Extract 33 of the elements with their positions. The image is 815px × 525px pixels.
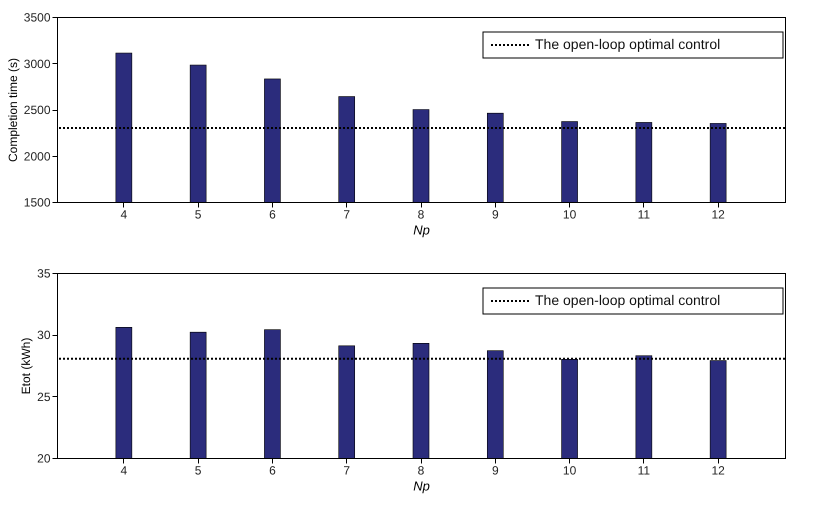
- x-tick-label: 4: [120, 464, 128, 478]
- x-tick-label: 11: [638, 208, 650, 222]
- x-tick-label: 12: [711, 208, 726, 222]
- x-tick-label: 6: [269, 464, 276, 478]
- x-tick-label: 5: [194, 208, 202, 222]
- x-tick-label: 4: [120, 208, 128, 222]
- x-tick-label: 8: [418, 464, 425, 478]
- x-tick-label: 10: [562, 464, 577, 478]
- y-tick-label: 35: [37, 266, 51, 280]
- x-axis-title: Np: [413, 478, 430, 494]
- x-tick-label: 7: [343, 208, 350, 222]
- y-tick-label: 2500: [24, 103, 51, 117]
- y-tick-label: 2000: [24, 149, 51, 164]
- x-tick-label: 11: [638, 464, 650, 478]
- y-tick-label: 3000: [24, 56, 51, 71]
- x-tick-label: 7: [343, 464, 350, 478]
- y-tick-label: 25: [37, 390, 51, 404]
- x-tick-label: 9: [492, 464, 499, 478]
- x-tick-label: 9: [492, 208, 499, 222]
- x-tick-label: 8: [418, 208, 425, 222]
- y-tick-label: 1500: [24, 196, 51, 210]
- x-axis-title: Np: [413, 222, 430, 238]
- x-tick-label: 10: [562, 208, 577, 222]
- y-tick-label: 3500: [24, 10, 51, 24]
- x-tick-label: 6: [269, 208, 276, 222]
- x-tick-label: 12: [711, 464, 726, 478]
- y-tick-label: 20: [37, 452, 51, 466]
- legend-label: The open-loop optimal control: [535, 36, 720, 52]
- y-axis-title: Completion time (s): [6, 58, 20, 162]
- y-tick-label: 30: [37, 328, 51, 342]
- y-axis-title: Etot (kWh): [19, 338, 34, 394]
- x-tick-label: 5: [194, 464, 202, 478]
- legend-label: The open-loop optimal control: [535, 292, 720, 308]
